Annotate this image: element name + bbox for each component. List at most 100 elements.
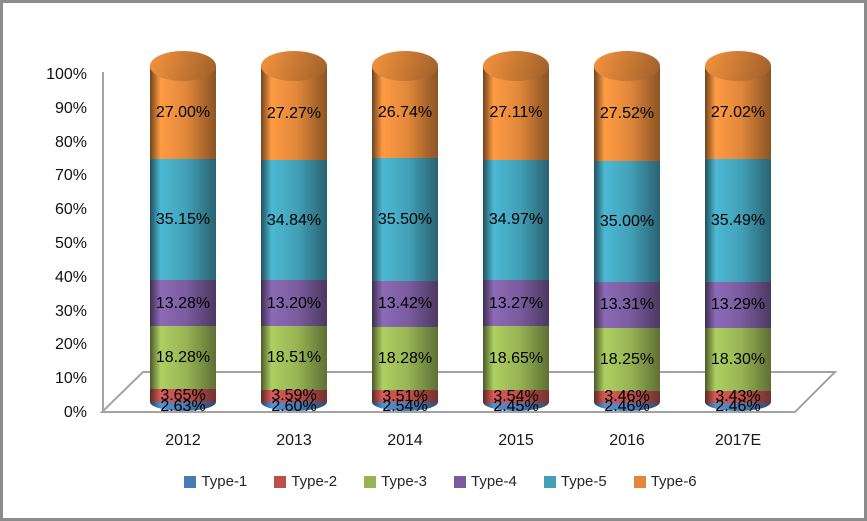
data-label-type-6: 27.02% — [710, 104, 766, 122]
legend-label: Type-4 — [471, 473, 517, 490]
x-tick-label: 2013 — [276, 432, 312, 449]
bar-segment-type-6 — [150, 66, 216, 160]
bar-segment-type-4 — [150, 280, 216, 327]
data-label-type-6: 27.11% — [489, 104, 543, 122]
bar-segment-type-6 — [261, 66, 327, 161]
data-label-type-2: 3.43% — [715, 388, 761, 406]
data-label-type-1: 2.63% — [160, 397, 206, 415]
chart-legend: Type-1 Type-2 Type-3 Type-4 Type-5 Type-6 — [3, 474, 864, 490]
cylinder-column — [372, 66, 438, 411]
cylinder-cap — [705, 51, 771, 81]
data-label-type-4: 13.20% — [266, 294, 322, 312]
data-label-type-1: 2.46% — [715, 398, 761, 416]
bar-segment-type-2 — [705, 390, 771, 403]
bar-segment-type-1 — [372, 402, 438, 411]
y-tick-label: 30% — [54, 302, 87, 320]
legend-item-type-6: Type-6 — [633, 474, 697, 490]
data-label-type-1: 2.45% — [493, 398, 539, 416]
bar-segment-type-5 — [483, 159, 549, 281]
cylinder-column — [261, 66, 327, 411]
legend-label: Type-2 — [291, 473, 338, 490]
cylinder-column — [483, 66, 549, 411]
y-tick-label: 10% — [54, 370, 87, 388]
data-label-type-1: 2.54% — [382, 398, 428, 416]
bar-segment-type-4 — [261, 280, 327, 326]
bar-segment-type-6 — [594, 66, 660, 161]
data-label-type-4: 13.31% — [599, 296, 655, 314]
cylinder-cap — [261, 51, 327, 81]
bar-segment-type-2 — [150, 389, 216, 402]
data-label-type-3: 18.28% — [377, 350, 433, 368]
legend-label: Type-3 — [381, 473, 427, 490]
data-label-type-4: 13.28% — [155, 294, 211, 312]
bar-segment-type-4 — [705, 281, 771, 328]
legend-swatch-icon — [184, 476, 197, 488]
bar-segment-type-6 — [372, 66, 438, 159]
bar-segment-type-4 — [372, 280, 438, 328]
bar-segment-type-1 — [705, 402, 771, 411]
data-label-type-2: 3.59% — [271, 387, 317, 405]
cylinder-cap — [372, 51, 438, 81]
legend-swatch-icon — [454, 476, 466, 488]
bar-segment-type-3 — [594, 327, 660, 391]
legend-swatch-icon — [274, 476, 287, 488]
x-tick-label: 2012 — [165, 432, 201, 449]
legend-item-type-4: Type-4 — [454, 474, 517, 490]
bar-segment-type-2 — [372, 390, 438, 403]
data-label-type-5: 35.50% — [377, 211, 433, 229]
data-label-type-5: 34.84% — [266, 211, 322, 229]
bar-segment-type-3 — [261, 325, 327, 390]
bar-segment-type-4 — [594, 281, 660, 328]
cylinder-columns — [3, 3, 864, 518]
bar-segment-type-2 — [594, 390, 660, 403]
legend-item-type-1: Type-1 — [184, 474, 247, 490]
bar-segment-type-5 — [594, 160, 660, 282]
data-label-type-6: 27.00% — [155, 104, 211, 122]
data-label-type-5: 35.00% — [599, 212, 655, 230]
data-label-type-3: 18.30% — [710, 350, 766, 368]
data-label-type-2: 3.54% — [493, 387, 539, 405]
y-axis-labels: 0% 10% 20% 30% 40% 50% 60% 70% 80% 90% 100% — [3, 3, 864, 518]
bar-segment-type-1 — [483, 402, 549, 411]
cylinder-cap — [150, 51, 216, 81]
y-tick-label: 80% — [54, 133, 87, 151]
bar-segment-type-5 — [705, 159, 771, 282]
y-tick-label: 70% — [54, 167, 87, 185]
data-label-type-2: 3.46% — [604, 388, 650, 406]
bar-segment-type-3 — [150, 326, 216, 390]
bar-segment-type-4 — [483, 280, 549, 326]
cylinder-cap — [483, 51, 549, 81]
bar-segment-type-6 — [705, 66, 771, 160]
y-tick-label: 20% — [54, 336, 87, 354]
data-label-type-3: 18.51% — [266, 349, 322, 367]
data-label-type-1: 2.60% — [271, 398, 317, 415]
data-label-type-4: 13.27% — [488, 294, 544, 312]
data-label-type-3: 18.28% — [155, 349, 211, 367]
bar-segment-type-6 — [483, 66, 549, 160]
y-tick-label: 0% — [63, 404, 87, 421]
bar-segment-type-1 — [261, 402, 327, 411]
bar-segment-type-1 — [150, 401, 216, 411]
y-tick-label: 40% — [54, 268, 87, 286]
y-tick-label: 60% — [54, 201, 87, 219]
bar-segment-type-5 — [261, 160, 327, 281]
y-tick-label: 100% — [46, 66, 87, 83]
x-axis-labels: 2012 2013 2014 2015 2016 2017E — [3, 3, 864, 518]
data-label-type-2: 3.51% — [382, 387, 428, 405]
x-tick-label: 2017E — [714, 432, 762, 449]
data-label-type-4: 13.29% — [710, 296, 766, 314]
bar-segment-type-5 — [372, 158, 438, 281]
data-label-type-3: 18.25% — [599, 350, 655, 368]
bar-segment-type-3 — [705, 327, 771, 391]
data-label-type-5: 35.49% — [710, 211, 766, 229]
legend-swatch-icon — [364, 476, 377, 488]
legend-label: Type-1 — [201, 473, 248, 490]
data-label-type-2: 3.65% — [160, 387, 206, 405]
y-tick-label: 50% — [54, 235, 87, 252]
cylinder-column — [150, 66, 216, 411]
legend-label: Type-5 — [560, 473, 607, 490]
data-label-type-5: 35.15% — [155, 211, 211, 229]
data-label-type-5: 34.97% — [488, 211, 544, 229]
bar-segment-type-3 — [483, 326, 549, 391]
